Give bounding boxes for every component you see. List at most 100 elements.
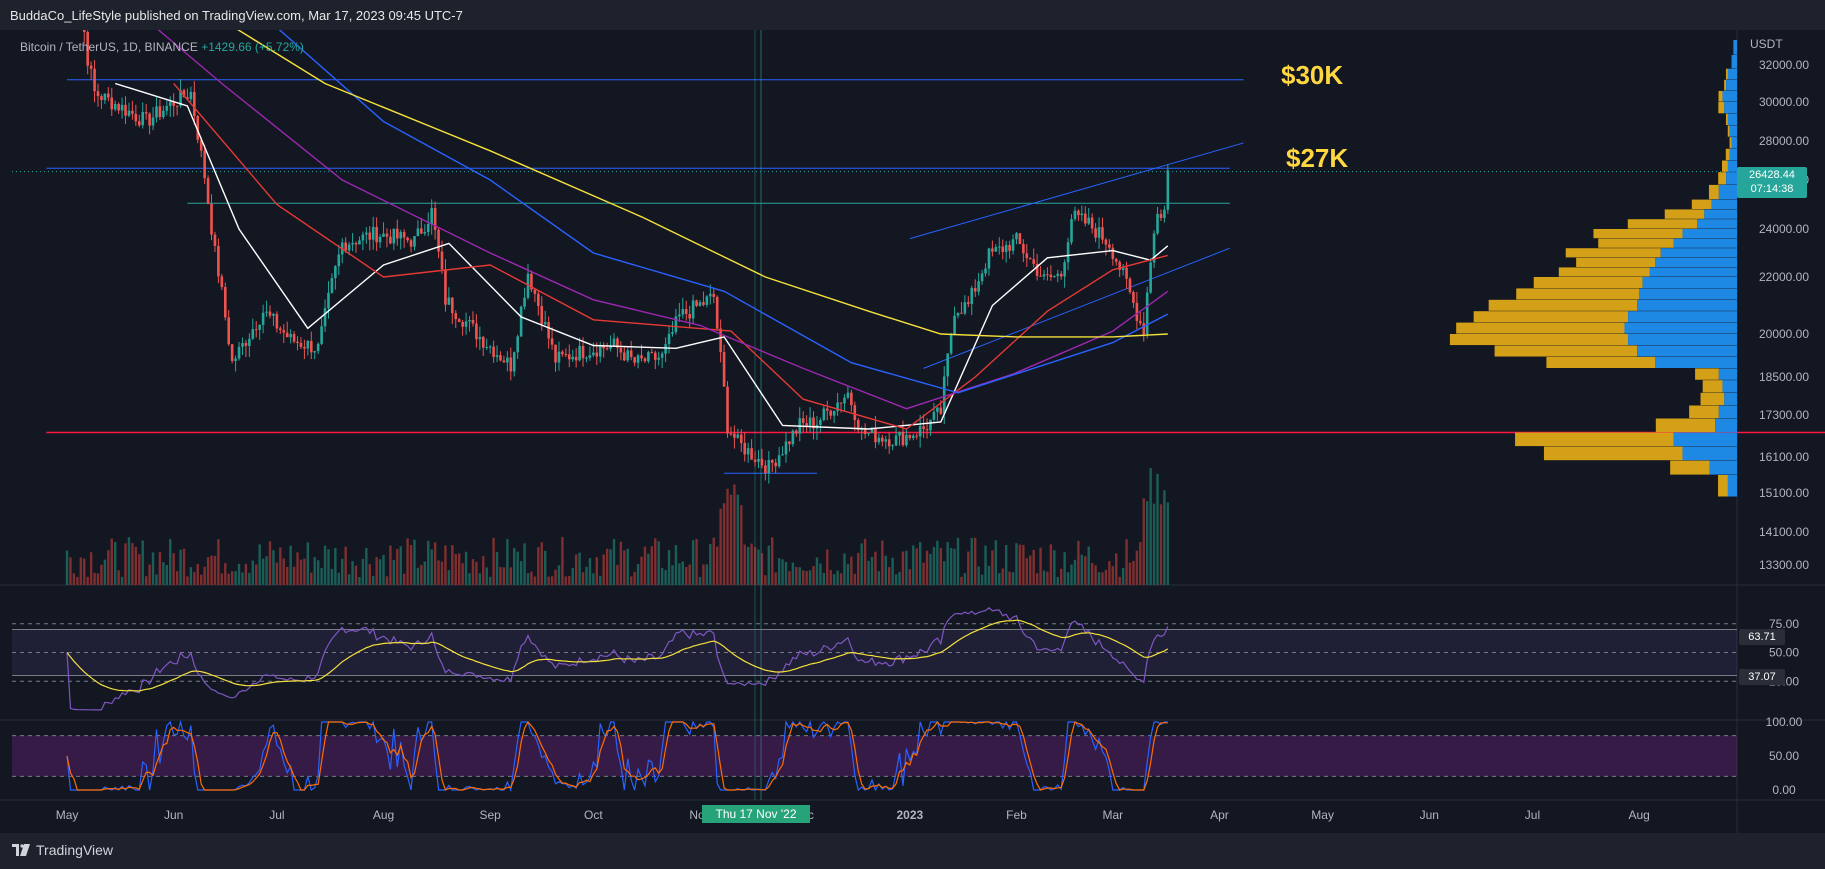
volume-bar <box>344 546 347 585</box>
candle-body <box>567 354 571 360</box>
candle-body <box>86 32 89 66</box>
volume-bar <box>193 572 196 585</box>
candle-body <box>175 105 179 107</box>
candle-body <box>660 353 664 358</box>
candle-body <box>626 350 630 361</box>
candle-body <box>581 345 585 359</box>
volume-bar <box>275 562 279 585</box>
volume-profile-bar-down <box>1598 238 1674 248</box>
volume-bar <box>499 567 502 585</box>
volume-bar <box>870 556 874 585</box>
candle-body <box>836 402 839 412</box>
volume-bar <box>323 545 327 585</box>
candle-body <box>1139 321 1142 324</box>
candle-body <box>956 312 960 316</box>
candle-body <box>609 345 612 349</box>
volume-bar <box>588 558 592 585</box>
volume-bar <box>664 569 667 585</box>
candle-body <box>784 441 788 455</box>
candle-body <box>946 353 949 377</box>
volume-bar <box>826 549 829 585</box>
volume-bar <box>657 541 660 585</box>
rsi-tick-label: 75.00 <box>1769 617 1799 631</box>
candle-body <box>688 313 691 319</box>
candle-body <box>908 434 912 439</box>
candle-body <box>653 352 657 360</box>
volume-profile-bar-down <box>1543 446 1683 461</box>
candle-body <box>344 242 347 251</box>
symbol-legend[interactable]: Bitcoin / TetherUS, 1D, BINANCE +1429.66… <box>20 40 304 54</box>
footer-bar: TradingView <box>0 833 1825 869</box>
volume-bar <box>623 550 626 585</box>
brand-name: TradingView <box>36 842 114 858</box>
volume-bar <box>76 576 79 585</box>
volume-profile-bar-up <box>1638 288 1737 300</box>
volume-bar <box>509 567 512 585</box>
candle-body <box>1101 227 1104 240</box>
candle-body <box>158 106 162 118</box>
volume-bar <box>1073 559 1077 585</box>
candle-body <box>385 233 389 237</box>
volume-bar <box>495 552 499 585</box>
volume-bar <box>306 542 310 585</box>
volume-profile-bar-up <box>1673 238 1737 248</box>
time-tick-label: Aug <box>1628 808 1649 822</box>
volume-profile-bar-down <box>1718 90 1723 102</box>
candle-body <box>296 341 299 343</box>
volume-bar <box>1035 573 1039 585</box>
volume-bar <box>805 571 808 585</box>
volume-bar <box>777 558 781 585</box>
candle-body <box>440 251 444 270</box>
candle-body <box>1142 323 1146 335</box>
volume-bar <box>949 547 953 585</box>
volume-bar <box>667 550 671 585</box>
volume-bar <box>83 558 86 585</box>
price-chart[interactable]: 32000.0030000.0028000.0026000.0024000.00… <box>0 30 1825 833</box>
volume-profile-bar-up <box>1682 229 1737 239</box>
volume-bar <box>915 548 918 585</box>
candle-body <box>881 437 884 442</box>
tradingview-logo[interactable]: TradingView <box>12 842 113 858</box>
volume-bar <box>1104 569 1108 585</box>
candle-body <box>454 313 458 320</box>
candle-body <box>925 429 929 431</box>
candle-body <box>612 338 616 346</box>
candle-body <box>488 346 492 348</box>
volume-bar <box>736 494 740 585</box>
volume-bar <box>709 543 712 585</box>
candle-body <box>963 302 967 314</box>
volume-bar <box>1032 549 1035 585</box>
candle-body <box>757 458 760 462</box>
volume-profile-bar-down <box>1670 460 1710 475</box>
candle-body <box>141 112 145 126</box>
price-axis-ticks: 32000.0030000.0028000.0026000.0024000.00… <box>1759 58 1809 572</box>
candle-body <box>540 305 544 325</box>
volume-bar <box>585 566 588 585</box>
candle-body <box>942 376 946 414</box>
candle-body <box>1073 210 1077 219</box>
volume-bar <box>385 576 389 585</box>
price-tick-label: 32000.00 <box>1759 58 1809 72</box>
volume-bar <box>1128 562 1132 585</box>
volume-bar <box>69 557 72 585</box>
volume-bar <box>874 551 877 585</box>
candle-body <box>801 418 805 424</box>
candle-body <box>468 319 471 322</box>
volume-profile-bar-down <box>1655 418 1716 433</box>
volume-bar <box>1108 561 1111 585</box>
volume-bar <box>141 540 144 585</box>
candle-body <box>605 348 609 350</box>
candle-body <box>217 245 220 277</box>
volume-bar <box>1111 566 1114 585</box>
candle-body <box>571 356 575 360</box>
price-tick-label: 18500.00 <box>1759 370 1809 384</box>
volume-profile-bar-down <box>1664 209 1705 219</box>
volume-profile-bar-down <box>1727 125 1730 137</box>
candle-body <box>578 345 581 361</box>
volume-bar <box>1070 564 1073 585</box>
candle-body <box>213 234 217 246</box>
candle-body <box>898 432 901 436</box>
volume-profile-bar-up <box>1718 405 1737 419</box>
candle-body <box>550 338 554 345</box>
volume-bar <box>554 569 557 585</box>
